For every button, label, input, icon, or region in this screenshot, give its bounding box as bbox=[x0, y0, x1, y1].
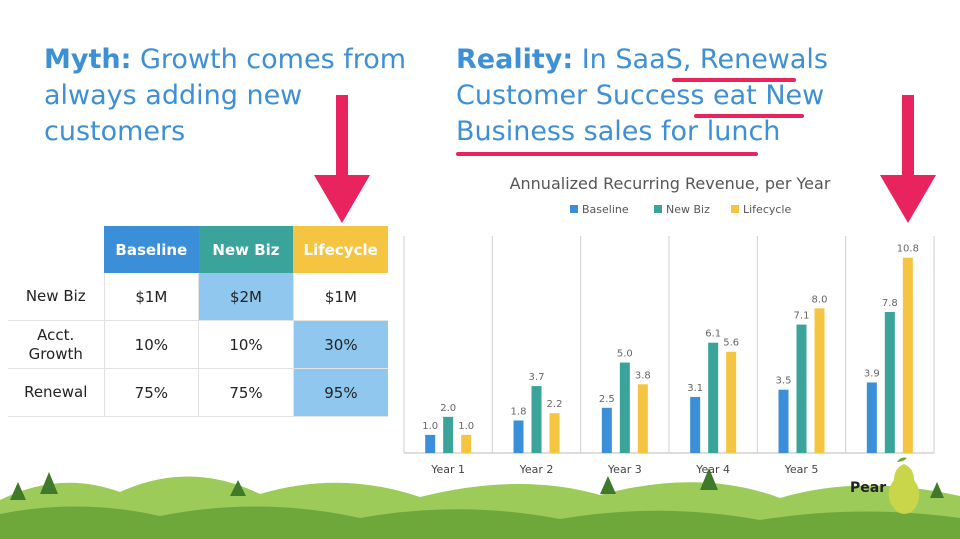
bar-lifecycle bbox=[726, 351, 737, 453]
legend-swatch bbox=[731, 205, 739, 213]
chart-frame bbox=[403, 236, 935, 454]
data-label: 10.8 bbox=[897, 244, 919, 255]
chart-legend: Baseline New Biz Lifecycle bbox=[570, 203, 791, 216]
bar-baseline bbox=[425, 434, 436, 453]
bar-baseline bbox=[601, 407, 612, 453]
table-cell-highlight: $2M bbox=[198, 273, 294, 321]
underline-renewals bbox=[672, 78, 796, 82]
arrow-down-icon-2 bbox=[880, 95, 936, 223]
legend-swatch bbox=[654, 205, 662, 213]
table-cell: $1M bbox=[292, 273, 388, 321]
data-label: 2.5 bbox=[599, 394, 615, 405]
data-label: 2.0 bbox=[440, 403, 456, 414]
bar-lifecycle bbox=[461, 434, 472, 453]
data-label: 1.8 bbox=[511, 406, 527, 417]
myth-headline: Myth: Growth comes from always adding ne… bbox=[44, 42, 424, 150]
x-tick-label: Year 5 bbox=[784, 463, 819, 476]
arrow-down-icon bbox=[314, 95, 370, 223]
bar-new-biz bbox=[884, 311, 895, 453]
bar-baseline bbox=[866, 382, 877, 453]
row-label-acct-growth: Acct. Growth bbox=[8, 320, 104, 369]
bar-baseline bbox=[778, 389, 789, 453]
data-label: 3.1 bbox=[687, 383, 703, 394]
table-cell: 75% bbox=[198, 368, 294, 417]
reality-text-1: In SaaS, bbox=[573, 44, 700, 75]
bar-lifecycle bbox=[549, 413, 560, 453]
row-label-new-biz: New Biz bbox=[8, 273, 104, 321]
data-label: 3.7 bbox=[529, 372, 545, 383]
reality-headline: Reality: In SaaS, Renewals Customer Succ… bbox=[456, 42, 896, 150]
chart-labels: Year 1 1.02.01.0 Year 2 1.8 3.7 2.2 Year 3 2.5 5… bbox=[422, 244, 919, 476]
bar-new-biz bbox=[443, 416, 454, 453]
row-label-acct-growth-text: Acct. Growth bbox=[28, 325, 83, 363]
data-label: 3.9 bbox=[864, 368, 880, 379]
legend-label: Lifecycle bbox=[743, 203, 791, 216]
pear-logo-icon bbox=[888, 457, 920, 514]
table-cell: 75% bbox=[103, 368, 199, 417]
x-tick-label: Year 1 bbox=[430, 463, 465, 476]
x-tick-label: Year 2 bbox=[519, 463, 554, 476]
legend-swatch bbox=[570, 205, 578, 213]
data-label: 3.8 bbox=[635, 370, 651, 381]
bar-lifecycle bbox=[814, 308, 825, 453]
chart-title: Annualized Recurring Revenue, per Year bbox=[509, 174, 831, 193]
table-cell: 10% bbox=[198, 320, 294, 369]
reality-lead: Reality: bbox=[456, 44, 574, 75]
table-row: New Biz $1M $2M $1M bbox=[8, 273, 388, 321]
bar-lifecycle bbox=[902, 257, 913, 453]
table-header-baseline: Baseline bbox=[104, 226, 199, 273]
row-label-renewal: Renewal bbox=[8, 368, 104, 417]
data-label: 2.2 bbox=[547, 399, 563, 410]
hills-decoration bbox=[0, 468, 960, 539]
data-label: 7.1 bbox=[794, 311, 810, 322]
reality-text-2: Customer Success bbox=[456, 80, 714, 111]
myth-lead: Myth: bbox=[44, 44, 132, 75]
legend-label: Baseline bbox=[582, 203, 629, 216]
reality-underlined-1: Renewals bbox=[699, 44, 829, 75]
table-header-new-biz: New Biz bbox=[198, 226, 294, 273]
table-row: Renewal 75% 75% 95% bbox=[8, 368, 388, 417]
table-cell: $1M bbox=[103, 273, 199, 321]
bar-new-biz bbox=[531, 386, 542, 453]
data-label: 3.5 bbox=[776, 376, 792, 387]
table-cell: 10% bbox=[103, 320, 199, 369]
underline-business-sales bbox=[456, 152, 758, 156]
legend-label: New Biz bbox=[666, 203, 710, 216]
myth-text: Growth comes from always adding new cust… bbox=[44, 44, 407, 147]
table-cell-highlight: 30% bbox=[292, 320, 388, 369]
chart-bars bbox=[425, 257, 913, 453]
bar-new-biz bbox=[796, 324, 807, 453]
brand-name: Pear bbox=[850, 480, 887, 496]
bar-baseline bbox=[690, 396, 701, 453]
table-header-blank bbox=[8, 226, 104, 273]
table-cell-highlight: 95% bbox=[292, 368, 388, 417]
x-tick-label: Year 4 bbox=[695, 463, 730, 476]
data-label: 5.6 bbox=[723, 338, 739, 349]
bar-lifecycle bbox=[637, 384, 648, 453]
reality-underlined-2: eat New Business sales for lunch bbox=[456, 80, 825, 147]
bar-baseline bbox=[513, 420, 524, 453]
data-label: 1.0 bbox=[422, 421, 438, 432]
x-tick-label: Year 3 bbox=[607, 463, 642, 476]
scenario-table: Baseline New Biz Lifecycle New Biz $1M $… bbox=[8, 226, 388, 417]
underline-eat-new bbox=[694, 114, 804, 118]
data-label: 8.0 bbox=[812, 294, 828, 305]
bar-new-biz bbox=[619, 362, 630, 453]
data-label: 7.8 bbox=[882, 298, 898, 309]
bar-new-biz bbox=[708, 342, 719, 453]
table-header-row: Baseline New Biz Lifecycle bbox=[8, 226, 388, 273]
data-label: 5.0 bbox=[617, 349, 633, 360]
data-label: 1.0 bbox=[458, 421, 474, 432]
table-header-lifecycle: Lifecycle bbox=[293, 226, 388, 273]
table-row: Acct. Growth 10% 10% 30% bbox=[8, 320, 388, 369]
data-label: 6.1 bbox=[705, 329, 721, 340]
